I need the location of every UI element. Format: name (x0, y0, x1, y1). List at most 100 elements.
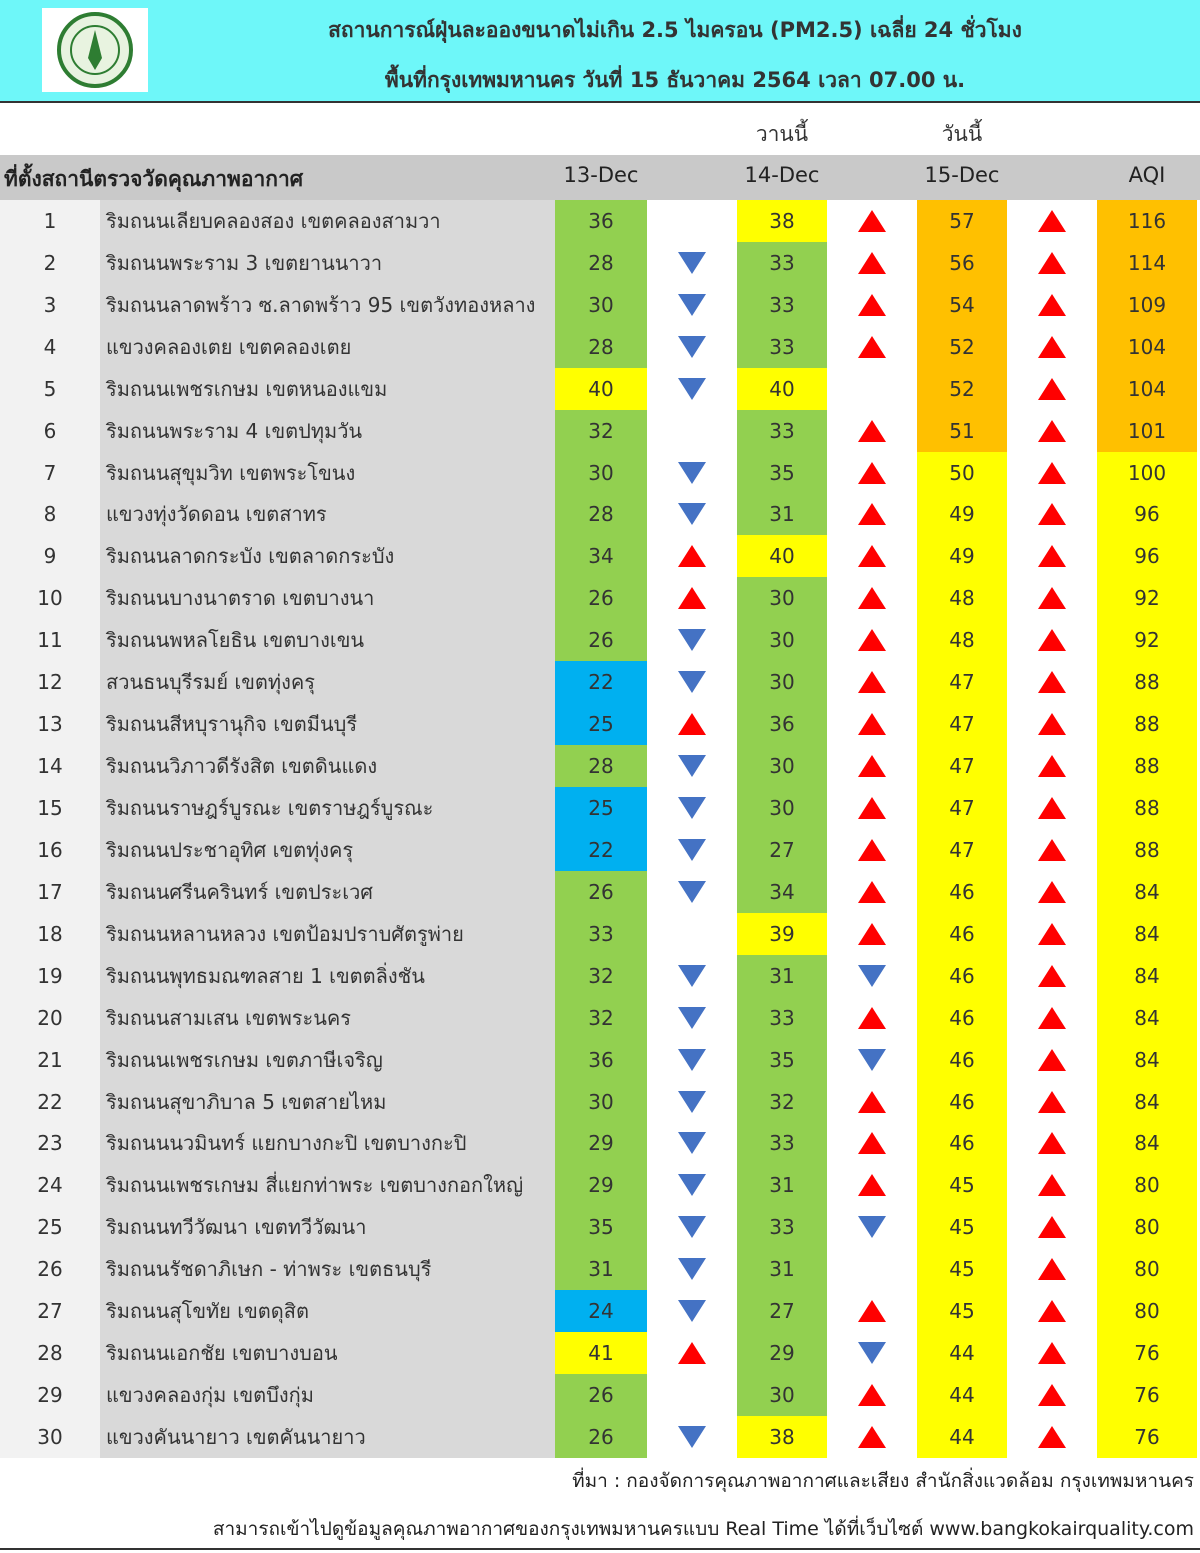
row-number: 1 (0, 200, 100, 242)
trend-cell (647, 1332, 737, 1374)
value-cell: 47 (917, 661, 1007, 704)
trend-arrow (858, 797, 886, 820)
row-number: 28 (0, 1332, 100, 1375)
station-name: ริมถนนทวีวัฒนา เขตทวีวัฒนา (100, 1206, 555, 1249)
arrow-down (678, 1132, 706, 1155)
day-label: วานนี้ (755, 122, 809, 146)
trend-cell (1007, 1248, 1097, 1290)
trend-cell (827, 1164, 917, 1206)
row-number: 22 (0, 1080, 100, 1123)
trend-cell (1007, 619, 1097, 661)
trend-arrow (1038, 797, 1066, 820)
trend-cell (1007, 368, 1097, 410)
trend-arrow (858, 755, 886, 778)
value-cell: 28 (555, 745, 647, 788)
value-cell: 33 (737, 1206, 827, 1249)
trend-arrow (678, 1048, 706, 1071)
arrow-up (858, 797, 886, 820)
trend-arrow (1038, 964, 1066, 987)
value-cell: 100 (1097, 451, 1197, 494)
arrow-up (1038, 1132, 1066, 1155)
trend-arrow (858, 1300, 886, 1323)
value-cell: 30 (555, 283, 647, 326)
trend-arrow (858, 838, 886, 861)
value-cell: 49 (917, 493, 1007, 536)
station-name: ริมถนนพหลโยธิน เขตบางเขน (100, 619, 555, 662)
column-header: ที่ตั้งสถานีตรวจวัดคุณภาพอากาศ (4, 167, 304, 191)
value-cell: 80 (1097, 1206, 1197, 1249)
trend-arrow (858, 335, 886, 358)
arrow-up (1038, 755, 1066, 778)
trend-cell (1007, 703, 1097, 745)
trend-cell (647, 242, 737, 284)
arrow-up (858, 1132, 886, 1155)
value-cell: 88 (1097, 829, 1197, 871)
trend-cell (827, 1290, 917, 1332)
value-cell: 33 (555, 912, 647, 955)
trend-cell (1007, 326, 1097, 368)
value-cell: 30 (737, 577, 827, 620)
trend-arrow (1038, 1006, 1066, 1029)
trend-arrow (678, 964, 706, 987)
trend-cell (647, 829, 737, 871)
trend-arrow (1038, 1342, 1066, 1365)
arrow-up (858, 713, 886, 736)
value-cell: 32 (555, 996, 647, 1039)
arrow-up (858, 1090, 886, 1113)
trend-arrow (858, 713, 886, 736)
trend-arrow (1038, 922, 1066, 945)
trend-cell (647, 955, 737, 997)
trend-cell (827, 619, 917, 661)
value-cell: 26 (555, 870, 647, 913)
value-cell: 35 (737, 451, 827, 494)
arrow-down (678, 797, 706, 820)
value-cell: 84 (1097, 954, 1197, 997)
row-number: 30 (0, 1416, 100, 1458)
trend-arrow (1038, 1090, 1066, 1113)
arrow-down (678, 503, 706, 526)
trend-cell (647, 1416, 737, 1458)
arrow-up (678, 545, 706, 568)
value-cell: 57 (917, 200, 1007, 242)
station-name: ริมถนนสีหบุรานุกิจ เขตมีนบุรี (100, 703, 555, 746)
trend-cell (647, 1081, 737, 1123)
value-cell: 35 (737, 1038, 827, 1081)
trend-arrow (678, 1300, 706, 1323)
trend-cell (1007, 1290, 1097, 1332)
station-name: ริมถนนประชาอุทิศ เขตทุ่งครุ (100, 829, 555, 871)
trend-cell (647, 1248, 737, 1290)
trend-cell (647, 703, 737, 745)
logo-emblem (57, 12, 133, 88)
trend-arrow (678, 1090, 706, 1113)
trend-arrow (858, 1342, 886, 1365)
row-number: 23 (0, 1122, 100, 1165)
arrow-down (678, 1216, 706, 1239)
value-cell: 76 (1097, 1374, 1197, 1417)
arrow-up (1038, 251, 1066, 274)
value-cell: 116 (1097, 200, 1197, 242)
trend-cell (1007, 955, 1097, 997)
arrow-up (1038, 461, 1066, 484)
row-number: 21 (0, 1038, 100, 1081)
trend-cell (647, 577, 737, 619)
row-number: 15 (0, 787, 100, 829)
arrow-down (678, 1048, 706, 1071)
row-number: 17 (0, 870, 100, 913)
station-name: ริมถนนสุขาภิบาล 5 เขตสายไหม (100, 1080, 555, 1123)
trend-cell (1007, 1206, 1097, 1248)
value-cell: 88 (1097, 661, 1197, 704)
trend-cell (1007, 1039, 1097, 1081)
arrow-up (858, 629, 886, 652)
row-number: 5 (0, 367, 100, 410)
arrow-up (858, 671, 886, 694)
arrow-up (858, 1384, 886, 1407)
arrow-down (678, 251, 706, 274)
row-number: 6 (0, 409, 100, 452)
value-cell: 49 (917, 535, 1007, 578)
row-number: 2 (0, 241, 100, 284)
trend-cell (1007, 1081, 1097, 1123)
trend-arrow (858, 503, 886, 526)
arrow-up (858, 209, 886, 232)
value-cell: 48 (917, 619, 1007, 662)
trend-cell (1007, 410, 1097, 452)
